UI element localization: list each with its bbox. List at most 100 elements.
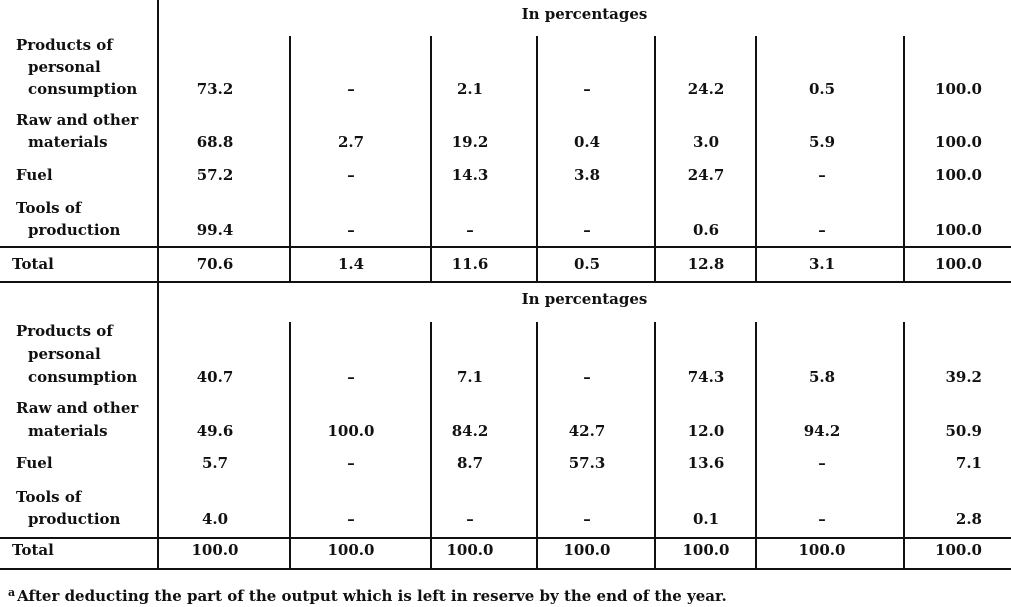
cell-value: – [347, 80, 355, 98]
cell-value: – [818, 166, 826, 184]
cell-value: 73.2 [196, 80, 234, 98]
cell-value: 5.9 [808, 133, 836, 151]
cell-value: 7.1 [456, 368, 484, 386]
cell-value: 74.3 [687, 368, 725, 386]
cell-value-total: 7.1 [955, 454, 982, 472]
cell-value: 11.6 [451, 255, 489, 273]
cell-value: 24.2 [687, 80, 725, 98]
cell-value-total: 100.0 [935, 541, 982, 559]
cell-value: – [583, 510, 591, 528]
column-separator [430, 322, 432, 568]
rule-before-total-2 [0, 537, 1011, 539]
cell-value: 40.7 [196, 368, 234, 386]
cell-value: 19.2 [451, 133, 489, 151]
cell-value: – [347, 454, 355, 472]
cell-value-total: 50.9 [945, 422, 982, 440]
rule-after-total-1 [0, 281, 1011, 283]
cell-value: 84.2 [451, 422, 489, 440]
row-label: Tools of [16, 199, 82, 217]
row-label: Products of [16, 36, 113, 54]
cell-value: 0.1 [692, 510, 720, 528]
column-separator [903, 36, 905, 281]
column-separator [430, 36, 432, 281]
cell-value: 4.0 [201, 510, 229, 528]
cell-value: 5.7 [201, 454, 229, 472]
footnote-marker: a [8, 586, 16, 599]
footnote-text: After deducting the part of the output w… [17, 587, 727, 605]
total-label: Total [12, 541, 54, 559]
cell-value: 100.0 [563, 541, 611, 559]
cell-value: 3.8 [573, 166, 601, 184]
cell-value: 57.2 [196, 166, 234, 184]
column-separator [755, 36, 757, 281]
cell-value: 12.0 [687, 422, 725, 440]
cell-value: – [583, 80, 591, 98]
cell-value: 68.8 [196, 133, 234, 151]
cell-value-total: 100.0 [935, 166, 982, 184]
column-separator [654, 322, 656, 568]
cell-value: 0.6 [692, 221, 720, 239]
row-label: Raw and other [16, 111, 139, 129]
cell-value: 3.0 [692, 133, 720, 151]
cell-value: – [818, 454, 826, 472]
row-label: consumption [28, 368, 138, 386]
cell-value-total: 39.2 [945, 368, 982, 386]
row-label: Products of [16, 322, 113, 340]
cell-value: 13.6 [687, 454, 725, 472]
cell-value: 70.6 [196, 255, 234, 273]
cell-value: 94.2 [803, 422, 841, 440]
cell-value: 0.4 [573, 133, 601, 151]
rule-before-total-1 [0, 246, 1011, 248]
cell-value: 100.0 [191, 541, 239, 559]
cell-value: – [818, 510, 826, 528]
cell-value: 100.0 [327, 541, 375, 559]
cell-value-total: 100.0 [935, 133, 982, 151]
cell-value-total: 100.0 [935, 255, 982, 273]
section-heading: In percentages [521, 290, 648, 308]
column-separator [289, 36, 291, 281]
cell-value: – [466, 510, 474, 528]
column-separator [536, 36, 538, 281]
column-separator [289, 322, 291, 568]
cell-value: – [347, 166, 355, 184]
rule-after-total-2 [0, 568, 1011, 570]
cell-value: 5.8 [808, 368, 836, 386]
cell-value: 8.7 [456, 454, 484, 472]
column-separator [755, 322, 757, 568]
total-label: Total [12, 255, 54, 273]
cell-value: 100.0 [682, 541, 730, 559]
cell-value: 2.1 [456, 80, 484, 98]
cell-value: 12.8 [687, 255, 725, 273]
row-label: Fuel [16, 454, 53, 472]
column-separator [536, 322, 538, 568]
cell-value-total: 100.0 [935, 80, 982, 98]
row-label: Tools of [16, 488, 82, 506]
cell-value: – [583, 221, 591, 239]
row-label: consumption [28, 80, 138, 98]
cell-value: 14.3 [451, 166, 489, 184]
cell-value: 24.7 [687, 166, 725, 184]
cell-value: 1.4 [337, 255, 365, 273]
cell-value: 57.3 [568, 454, 606, 472]
row-label: materials [28, 133, 108, 151]
row-label: personal [28, 345, 101, 363]
cell-value: – [347, 510, 355, 528]
cell-value-total: 100.0 [935, 221, 982, 239]
cell-value: 2.7 [337, 133, 365, 151]
row-label: production [28, 510, 121, 528]
stub-column-border [157, 0, 159, 568]
row-label: Raw and other [16, 399, 139, 417]
cell-value: – [466, 221, 474, 239]
cell-value: 0.5 [573, 255, 601, 273]
cell-value: 99.4 [196, 221, 234, 239]
row-label: production [28, 221, 121, 239]
column-separator [654, 36, 656, 281]
cell-value: – [347, 221, 355, 239]
cell-value: 3.1 [808, 255, 836, 273]
cell-value: 0.5 [808, 80, 836, 98]
cell-value: – [347, 368, 355, 386]
row-label: Fuel [16, 166, 53, 184]
cell-value: 42.7 [568, 422, 606, 440]
section-heading: In percentages [521, 5, 648, 23]
